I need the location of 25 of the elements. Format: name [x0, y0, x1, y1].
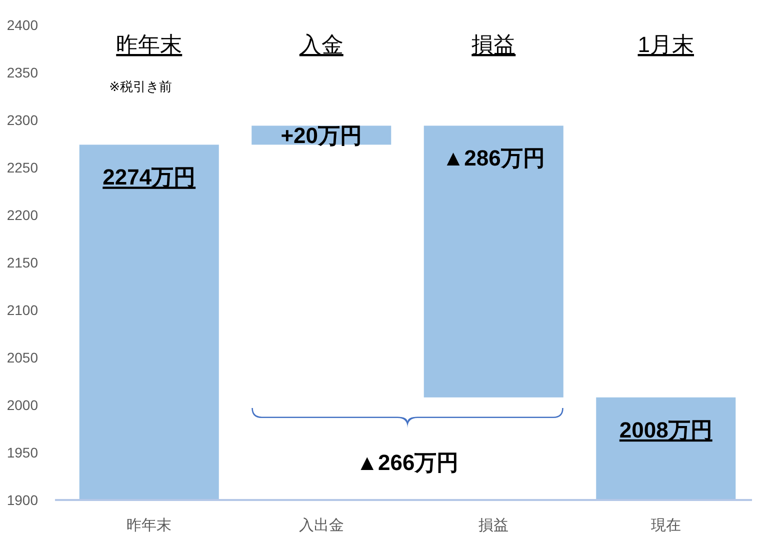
y-tick-label: 2350 — [6, 64, 38, 80]
data-label: 2008万円 — [619, 417, 712, 442]
y-tick-label: 2150 — [6, 254, 38, 270]
y-tick-label: 2400 — [6, 17, 38, 33]
annotation: 昨年末 — [116, 32, 182, 57]
annotation: ▲266万円 — [356, 450, 459, 475]
annotation: 損益 — [472, 32, 516, 57]
y-tick-label: 2000 — [6, 397, 38, 413]
x-tick-label: 損益 — [478, 517, 509, 534]
y-tick-label: 1900 — [6, 492, 38, 508]
y-tick-label: 1950 — [6, 444, 38, 460]
annotation: 入金 — [299, 32, 344, 57]
annotation: ※税引き前 — [109, 79, 172, 94]
y-tick-label: 2050 — [6, 350, 38, 366]
data-label: ▲286万円 — [442, 146, 545, 171]
data-label: +20万円 — [280, 123, 362, 148]
x-tick-label: 現在 — [650, 517, 681, 534]
data-label: 2274万円 — [102, 164, 196, 190]
annotation: 1月末 — [638, 32, 694, 57]
y-tick-label: 2100 — [6, 302, 38, 318]
y-tick-label: 2200 — [6, 207, 38, 223]
x-tick-label: 昨年末 — [126, 517, 172, 534]
x-tick-label: 入出金 — [298, 517, 344, 534]
y-tick-label: 2300 — [6, 112, 38, 128]
y-tick-label: 2250 — [6, 160, 38, 176]
